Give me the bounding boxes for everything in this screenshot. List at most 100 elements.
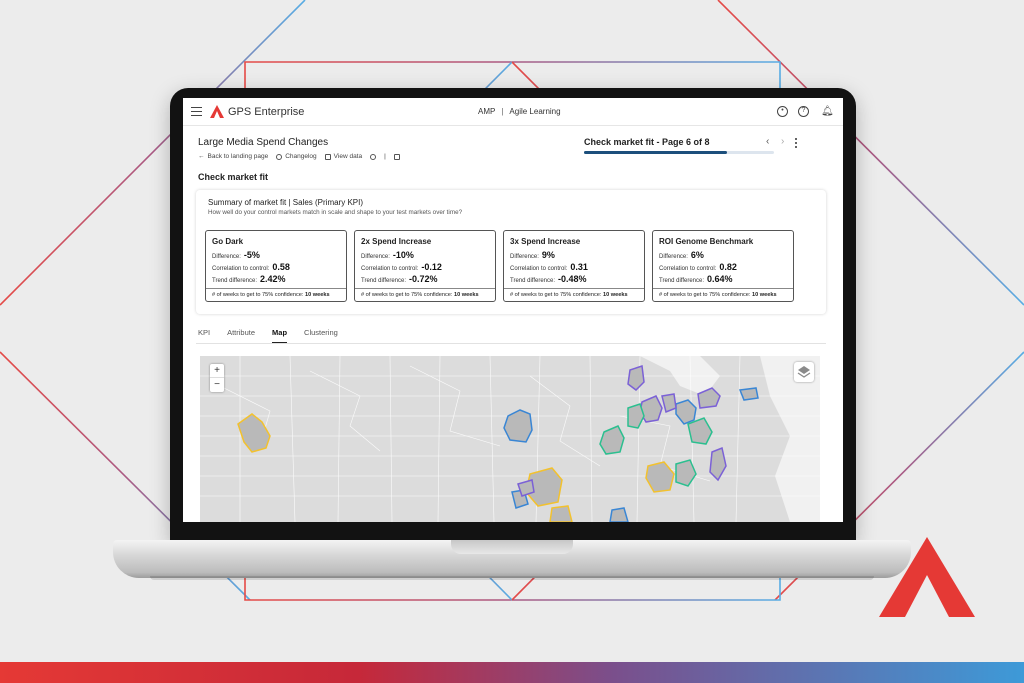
difference-value: -10%: [392, 250, 414, 260]
weeks-value: 10 weeks: [752, 292, 777, 298]
page-links: ← Back to landing page Changelog View dat…: [198, 153, 400, 160]
zoom-out-button[interactable]: −: [214, 379, 220, 390]
correlation-value: -0.12: [421, 262, 442, 272]
more-options-icon[interactable]: [795, 138, 798, 150]
pager-progress-fill: [584, 151, 727, 154]
bell-icon[interactable]: 🔔︎: [821, 106, 834, 117]
image-icon: [393, 153, 400, 160]
view-data-link[interactable]: View data: [324, 153, 363, 160]
difference-value: -5%: [243, 250, 260, 260]
layers-button[interactable]: [794, 362, 814, 382]
correlation-value: 0.82: [719, 262, 737, 272]
summary-card: Summary of market fit | Sales (Primary K…: [196, 190, 826, 314]
weeks-row: # of weeks to get to 75% confidence: 10 …: [355, 288, 495, 302]
zoom-controls: + −: [210, 364, 224, 392]
hamburger-menu-icon[interactable]: [191, 107, 202, 116]
tab-attribute[interactable]: Attribute: [227, 328, 256, 337]
tabs-divider: [196, 343, 826, 344]
trend-label: Trend difference:: [510, 278, 556, 284]
account-icon[interactable]: •: [777, 106, 788, 117]
view-tabs: KPI Attribute Map Clustering: [198, 328, 338, 344]
correlation-label: Correlation to control:: [361, 266, 419, 272]
weeks-row: # of weeks to get to 75% confidence: 10 …: [504, 288, 644, 302]
trend-row: Trend difference: 0.64%: [659, 274, 733, 284]
correlation-row: Correlation to control: -0.12: [361, 262, 442, 272]
tab-map[interactable]: Map: [272, 328, 288, 344]
trend-row: Trend difference: -0.72%: [361, 274, 438, 284]
nav-agile-learning[interactable]: Agile Learning: [509, 107, 561, 116]
map-container: + −: [200, 356, 820, 522]
market-card-2[interactable]: 3x Spend Increase Difference: 9% Correlat…: [503, 230, 645, 302]
info-icon: [370, 153, 377, 160]
correlation-label: Correlation to control:: [212, 266, 270, 272]
brand-gradient-bar: [0, 662, 1024, 683]
weeks-row: # of weeks to get to 75% confidence: 10 …: [206, 288, 346, 302]
correlation-value: 0.58: [272, 262, 290, 272]
changelog-link[interactable]: Changelog: [276, 153, 317, 160]
trend-label: Trend difference:: [659, 278, 705, 284]
difference-value: 6%: [690, 250, 704, 260]
save-small-icon[interactable]: [393, 153, 400, 160]
changelog-label: Changelog: [285, 153, 317, 160]
correlation-row: Correlation to control: 0.58: [212, 262, 290, 272]
nav-divider: |: [501, 107, 504, 116]
link-divider: |: [384, 153, 386, 160]
gps-logo-icon: [210, 105, 224, 118]
page-title: Large Media Spend Changes: [198, 137, 329, 148]
table-icon: [324, 153, 331, 160]
pager-next-button[interactable]: ›: [781, 136, 785, 147]
trend-label: Trend difference:: [212, 278, 258, 284]
brand-logo-mark-icon: [879, 537, 975, 617]
help-icon[interactable]: ?: [798, 106, 809, 117]
app-screen: GPS Enterprise AMP | Agile Learning • ? …: [183, 98, 843, 522]
pager-prev-button[interactable]: ‹: [766, 136, 770, 147]
difference-row: Difference: -5%: [212, 250, 260, 260]
market-card-name: Go Dark: [212, 237, 244, 246]
market-card-1[interactable]: 2x Spend Increase Difference: -10% Correl…: [354, 230, 496, 302]
correlation-row: Correlation to control: 0.82: [659, 262, 737, 272]
pager-progress-track: [584, 151, 774, 154]
trend-value: -0.72%: [409, 274, 438, 284]
difference-row: Difference: -10%: [361, 250, 414, 260]
trend-value: 2.42%: [260, 274, 286, 284]
market-map[interactable]: [200, 356, 820, 522]
difference-row: Difference: 6%: [659, 250, 704, 260]
weeks-label: # of weeks to get to 75% confidence:: [361, 292, 453, 298]
back-link-label: Back to landing page: [207, 153, 269, 160]
weeks-value: 10 weeks: [603, 292, 628, 298]
weeks-value: 10 weeks: [454, 292, 479, 298]
trend-value: 0.64%: [707, 274, 733, 284]
tab-kpi[interactable]: KPI: [198, 328, 211, 337]
weeks-label: # of weeks to get to 75% confidence:: [212, 292, 304, 298]
nav-amp[interactable]: AMP: [478, 107, 496, 116]
laptop-notch: [451, 540, 573, 554]
correlation-label: Correlation to control:: [659, 266, 717, 272]
market-card-name: 2x Spend Increase: [361, 237, 432, 246]
weeks-label: # of weeks to get to 75% confidence:: [659, 292, 751, 298]
market-card-0[interactable]: Go Dark Difference: -5% Correlation to co…: [205, 230, 347, 302]
view-data-label: View data: [333, 153, 363, 160]
correlation-value: 0.31: [570, 262, 588, 272]
summary-title: Summary of market fit | Sales (Primary K…: [208, 198, 363, 207]
back-link[interactable]: ← Back to landing page: [198, 153, 268, 160]
app-header: GPS Enterprise AMP | Agile Learning • ? …: [183, 98, 843, 126]
help-small-icon[interactable]: [370, 153, 377, 160]
zoom-in-button[interactable]: +: [210, 364, 224, 378]
layers-icon: [797, 366, 811, 378]
laptop-shadow: [150, 576, 874, 580]
breadcrumb: AMP | Agile Learning: [478, 107, 561, 116]
weeks-row: # of weeks to get to 75% confidence: 10 …: [653, 288, 793, 302]
market-card-3[interactable]: ROI Genome Benchmark Difference: 6% Corre…: [652, 230, 794, 302]
arrow-left-icon: ←: [198, 153, 205, 160]
market-card-name: 3x Spend Increase: [510, 237, 581, 246]
tab-clustering[interactable]: Clustering: [304, 328, 338, 337]
weeks-value: 10 weeks: [305, 292, 330, 298]
trend-row: Trend difference: -0.48%: [510, 274, 587, 284]
difference-label: Difference:: [510, 254, 539, 260]
difference-label: Difference:: [212, 254, 241, 260]
correlation-row: Correlation to control: 0.31: [510, 262, 588, 272]
weeks-label: # of weeks to get to 75% confidence:: [510, 292, 602, 298]
trend-value: -0.48%: [558, 274, 587, 284]
trend-row: Trend difference: 2.42%: [212, 274, 286, 284]
trend-label: Trend difference:: [361, 278, 407, 284]
